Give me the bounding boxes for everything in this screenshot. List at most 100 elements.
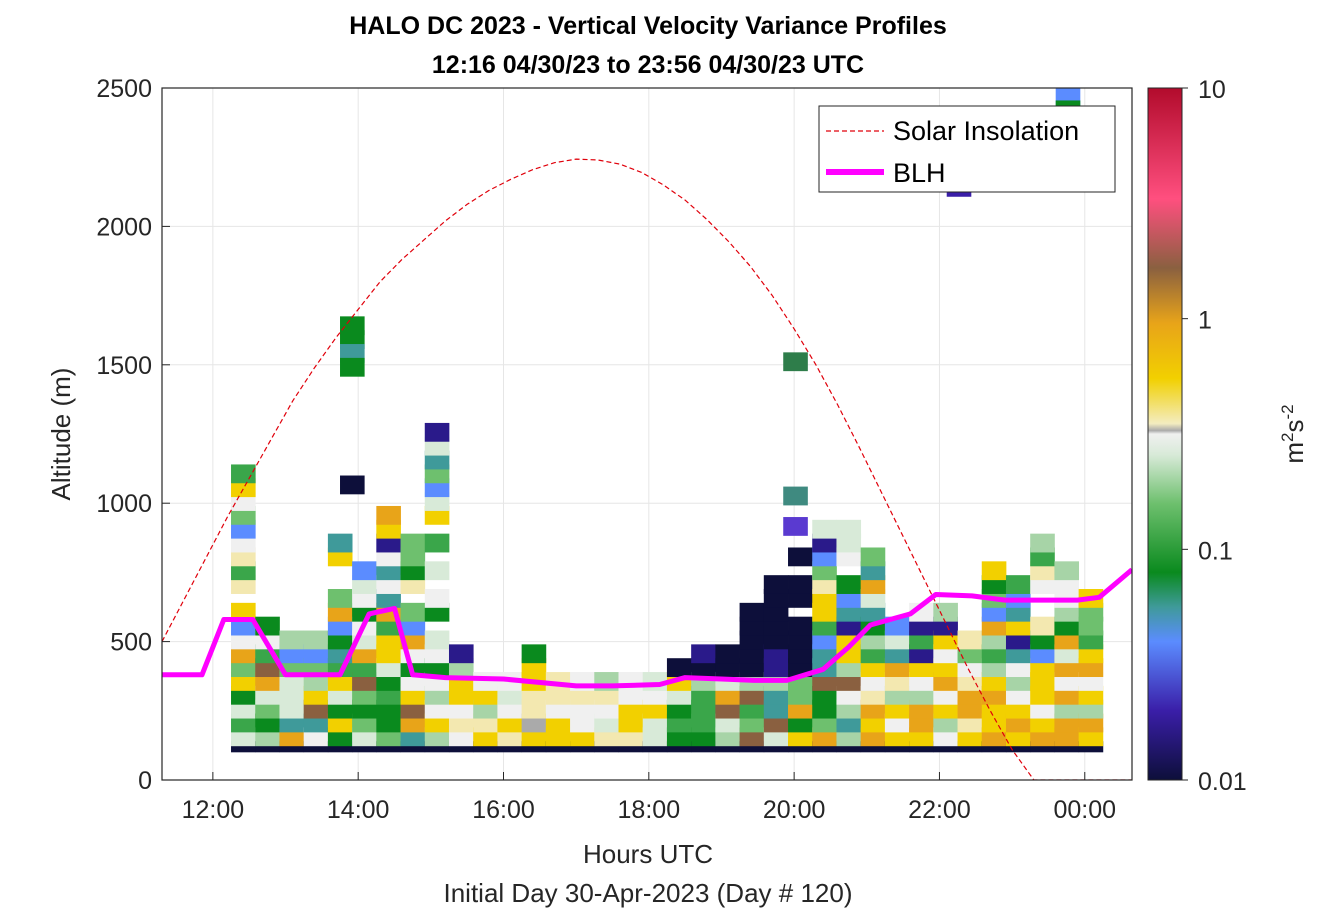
heatmap-cell <box>1078 741 1104 753</box>
x-axis-sublabel: Initial Day 30-Apr-2023 (Day # 120) <box>444 878 853 908</box>
colorbar-tick-label: 0.1 <box>1198 537 1233 565</box>
legend: Solar Insolation BLH <box>818 105 1116 193</box>
heatmap-cell <box>303 630 329 650</box>
heatmap-cell <box>666 658 692 678</box>
colorbar-tick-label: 0.01 <box>1198 768 1247 796</box>
heatmap-cell <box>691 644 716 664</box>
heatmap-cell <box>424 533 450 553</box>
y-tick-label: 2000 <box>96 213 152 241</box>
heatmap-cell <box>340 357 365 377</box>
heatmap-cell <box>884 741 910 753</box>
heatmap-cell <box>933 602 958 622</box>
y-tick-label: 0 <box>138 767 152 795</box>
legend-box <box>818 105 1116 193</box>
x-tick-label: 20:00 <box>763 796 826 824</box>
heatmap-cell <box>340 475 365 495</box>
legend-solar-label: Solar Insolation <box>893 116 1079 146</box>
heatmap-cell <box>255 741 280 753</box>
heatmap-cell <box>860 741 886 753</box>
colorbar-ramp <box>1147 87 1183 781</box>
heatmap-cell <box>783 352 808 372</box>
heatmap-cell <box>327 589 353 608</box>
heatmap-cell <box>473 741 498 753</box>
heatmap-cell <box>763 741 789 753</box>
colorbar-label-base: m <box>1279 442 1309 464</box>
heatmap-cell <box>376 505 401 525</box>
x-tick-label: 14:00 <box>327 796 390 824</box>
heatmap-cell <box>788 547 813 567</box>
heatmap-cell <box>521 644 547 664</box>
x-tick-label: 22:00 <box>908 796 971 824</box>
heatmap-cell <box>448 741 474 753</box>
heatmap-cell <box>497 741 523 753</box>
heatmap-cell <box>1030 533 1055 553</box>
x-tick-label: 18:00 <box>618 796 681 824</box>
heatmap-cell <box>957 741 983 753</box>
heatmap-cell <box>739 741 765 753</box>
x-axis-label: Hours UTC <box>583 839 713 869</box>
heatmap-cell <box>691 741 716 753</box>
chart-subtitle: 12:16 04/30/23 to 23:56 04/30/23 UTC <box>432 51 864 79</box>
heatmap-cell <box>327 533 353 553</box>
heatmap-cells <box>231 88 1104 753</box>
heatmap-cell <box>424 630 450 650</box>
x-tick-label: 12:00 <box>182 796 245 824</box>
heatmap-cell <box>788 575 813 594</box>
heatmap-cell <box>788 616 813 636</box>
heatmap-cell <box>303 741 329 753</box>
x-tick-label: 16:00 <box>472 796 535 824</box>
heatmap-cell <box>715 644 740 664</box>
colorbar-label-mid: s <box>1279 419 1309 432</box>
heatmap-cell <box>909 741 934 753</box>
blh-line <box>162 567 1132 689</box>
heatmap-cell <box>836 741 862 753</box>
heatmap-cell <box>715 741 740 753</box>
heatmap-cell <box>231 741 256 753</box>
series-lines <box>162 158 1132 780</box>
y-tick-label: 500 <box>110 629 152 657</box>
heatmap-cell <box>981 561 1007 581</box>
heatmap-cell <box>783 486 808 506</box>
colorbar-ticks: 0.01 0.1 1 10 <box>1182 76 1247 796</box>
heatmap-cell <box>860 547 886 567</box>
heatmap-cell <box>763 575 789 594</box>
colorbar-tick-label: 10 <box>1198 76 1226 104</box>
heatmap-cell <box>400 533 426 553</box>
heatmap-cell <box>400 741 426 753</box>
colorbar-tick-label: 1 <box>1198 307 1212 335</box>
colorbar-label: m2s-2 <box>1278 404 1309 463</box>
heatmap-cell <box>448 644 474 664</box>
heatmap-cell <box>279 741 305 753</box>
heatmap-cell <box>618 741 644 753</box>
heatmap-cell <box>279 630 305 650</box>
heatmap-cell <box>327 741 353 753</box>
colorbar-label-exp2: -2 <box>1278 404 1297 419</box>
plot-frame <box>161 87 1133 781</box>
y-axis-label: Altitude (m) <box>46 368 76 501</box>
heatmap-cell <box>812 519 837 539</box>
heatmap-cell <box>424 589 450 608</box>
heatmap-cell <box>400 602 426 622</box>
chart-title: HALO DC 2023 - Vertical Velocity Varianc… <box>349 12 947 40</box>
heatmap-cell <box>1030 741 1055 753</box>
y-axis-ticks: 0 500 1000 1500 2000 2500 <box>96 75 170 795</box>
y-tick-label: 2500 <box>96 75 152 103</box>
y-tick-label: 1500 <box>96 352 152 380</box>
heatmap-cell <box>340 316 365 336</box>
heatmap-cell <box>424 422 450 442</box>
heatmap-cell <box>424 561 450 581</box>
heatmap-cell <box>424 741 450 753</box>
heatmap-cell <box>933 741 958 753</box>
heatmap-cell <box>352 741 377 753</box>
heatmap-cell <box>957 630 983 650</box>
heatmap-cell <box>545 741 571 753</box>
heatmap-cell <box>739 602 765 622</box>
heatmap-cell <box>231 602 256 622</box>
heatmap-cell <box>1054 561 1080 581</box>
heatmap-cell <box>783 517 808 536</box>
heatmap-cell <box>642 741 668 753</box>
heatmap-cell <box>788 741 813 753</box>
heatmap-cell <box>981 741 1007 753</box>
heatmap-cell <box>666 741 692 753</box>
